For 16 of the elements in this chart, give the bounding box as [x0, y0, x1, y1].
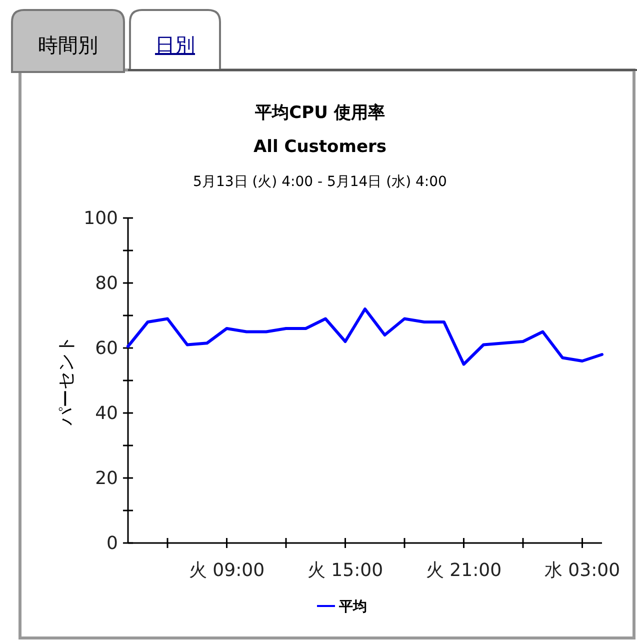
- y-tick-label: 100: [84, 208, 118, 229]
- y-tick-label: 20: [95, 468, 118, 489]
- x-tick-label: 火 21:00: [426, 560, 502, 581]
- y-tick-label: 0: [106, 533, 118, 554]
- y-tick-label: 40: [95, 403, 118, 424]
- legend-label: 平均: [338, 599, 367, 615]
- y-axis-title: パーセント: [56, 336, 77, 426]
- chart-title: 平均CPU 使用率: [254, 103, 385, 123]
- x-tick-label: 火 15:00: [307, 560, 384, 581]
- legend: 平均: [317, 599, 367, 615]
- y-tick-label: 60: [95, 338, 118, 359]
- x-tick-label: 水 03:00: [544, 560, 620, 581]
- text: 5月13日 (火) 4:00 - 5月14日 (水) 4:00: [193, 174, 447, 190]
- x-tick-label: 火 09:00: [188, 560, 265, 581]
- y-tick-label: 80: [95, 273, 118, 294]
- chart-subtitle: All Customers: [254, 137, 386, 157]
